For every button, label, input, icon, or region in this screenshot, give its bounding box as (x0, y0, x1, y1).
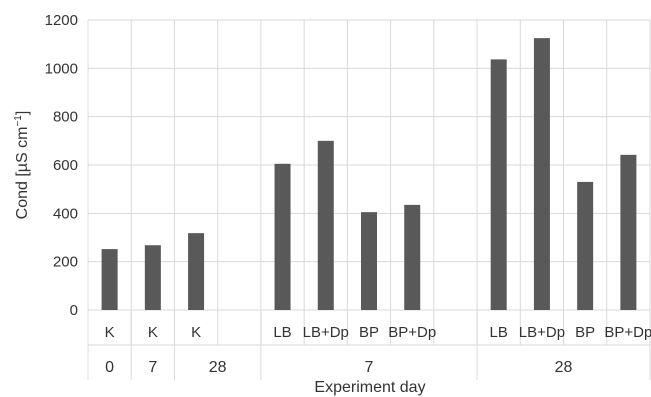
group-label: 0 (105, 359, 114, 376)
category-label: BP+Dp (388, 324, 436, 341)
y-axis-title: Cond [µS cm−1] (13, 111, 31, 220)
y-tick-label: 200 (53, 254, 78, 271)
bar (274, 163, 291, 310)
category-label: LB+Dp (519, 324, 565, 341)
bar (577, 181, 594, 310)
category-labels: K K K LB LB+Dp BP BP+Dp LB LB+Dp BP BP+Dp (105, 324, 651, 341)
group-label: 7 (148, 359, 157, 376)
bar (533, 38, 550, 310)
group-label: 7 (365, 359, 374, 376)
y-tick-label: 0 (70, 302, 78, 319)
category-label: BP (575, 324, 595, 341)
category-label: BP (359, 324, 379, 341)
bar (317, 140, 334, 310)
y-tick-label: 1200 (45, 12, 78, 29)
bar (101, 249, 118, 310)
y-tick-label: 1000 (45, 60, 78, 77)
category-label: LB (490, 324, 508, 341)
y-tick-label: 800 (53, 109, 78, 126)
y-axis-ticks: 0 200 400 600 800 1000 1200 (45, 12, 78, 319)
category-label: K (191, 324, 201, 341)
bar (404, 204, 421, 310)
category-label: LB (273, 324, 291, 341)
bar (361, 212, 377, 310)
y-tick-label: 400 (53, 205, 78, 222)
bar (188, 233, 205, 310)
group-label: 28 (209, 359, 227, 376)
category-label: LB+Dp (303, 324, 349, 341)
category-label: K (105, 324, 115, 341)
bar (144, 245, 161, 310)
category-label: K (148, 324, 158, 341)
bar (490, 59, 507, 311)
gridlines (87, 19, 651, 380)
group-label: 28 (555, 359, 573, 376)
group-labels: 0 7 28 7 28 (105, 359, 572, 376)
y-tick-label: 600 (53, 157, 78, 174)
category-label: BP+Dp (604, 324, 651, 341)
x-axis-title: Experiment day (314, 379, 425, 396)
bars (101, 38, 637, 311)
bar (620, 154, 637, 310)
